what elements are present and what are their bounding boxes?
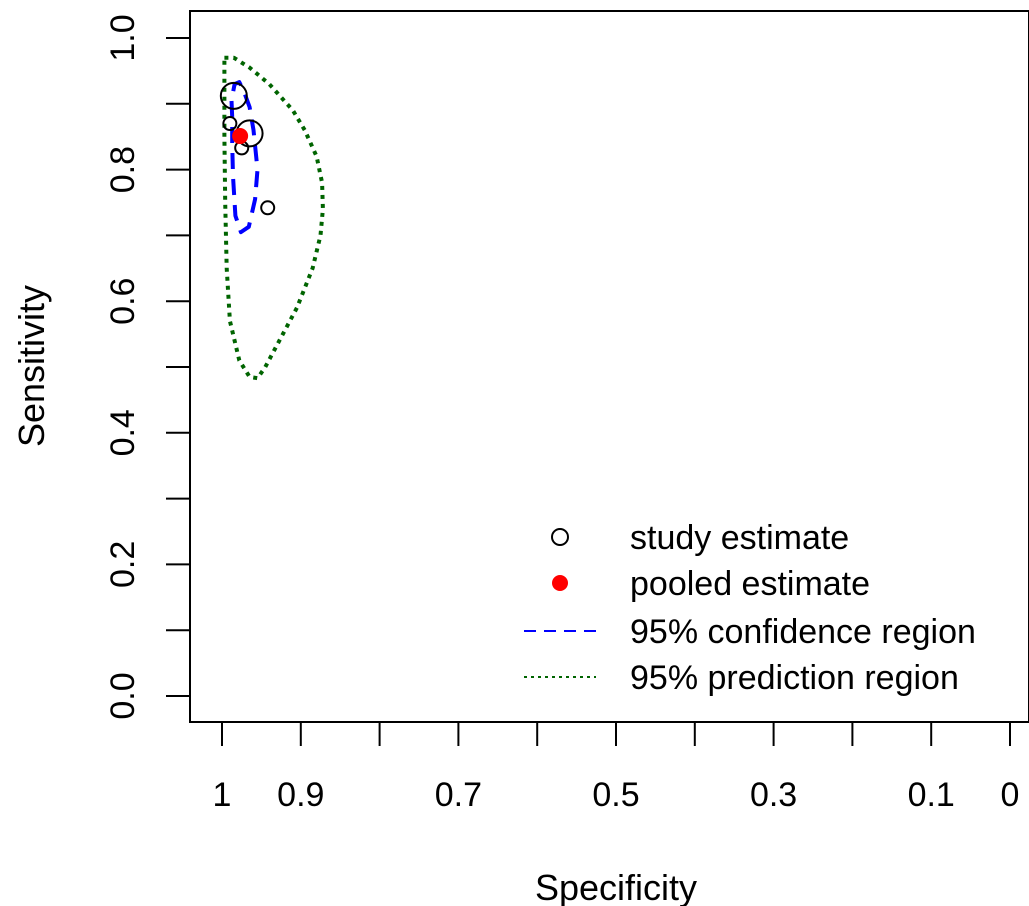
pooled-estimate-point xyxy=(232,128,249,145)
x-axis-label: Specificity xyxy=(535,867,697,906)
x-tick-label: 0.7 xyxy=(435,776,482,814)
study-estimate-point xyxy=(219,81,248,110)
y-tick-label: 0.2 xyxy=(104,541,142,588)
y-tick-label: 1.0 xyxy=(104,14,142,61)
legend-label: 95% prediction region xyxy=(630,659,959,697)
points xyxy=(219,81,276,216)
legend-symbol-study xyxy=(551,528,569,546)
y-tick-label: 0.8 xyxy=(104,146,142,193)
y-axis-label: Sensitivity xyxy=(11,285,52,447)
x-tick-label: 0 xyxy=(1001,776,1020,814)
x-axis: 1 0.9 0.7 0.5 0.3 0.1 0 xyxy=(213,722,1020,814)
legend-symbol-pooled xyxy=(552,575,568,591)
y-axis: 0.0 0.2 0.4 0.6 0.8 1.0 xyxy=(104,14,190,720)
y-tick-label: 0.0 xyxy=(104,672,142,719)
x-tick-label: 0.5 xyxy=(592,776,639,814)
prediction-region xyxy=(222,55,325,381)
legend: study estimate pooled estimate 95% confide… xyxy=(524,519,976,697)
y-tick-label: 0.6 xyxy=(104,278,142,325)
x-tick-label: 0.9 xyxy=(277,776,324,814)
x-tick-label: 0.3 xyxy=(750,776,797,814)
study-estimate-point xyxy=(222,116,238,132)
legend-label: study estimate xyxy=(630,519,849,557)
study-estimate-point xyxy=(260,200,276,216)
regions xyxy=(222,55,325,381)
x-tick-label: 1 xyxy=(213,776,232,814)
legend-label: 95% confidence region xyxy=(630,613,976,651)
x-tick-label: 0.1 xyxy=(908,776,955,814)
y-tick-label: 0.4 xyxy=(104,409,142,456)
legend-label: pooled estimate xyxy=(630,565,870,603)
